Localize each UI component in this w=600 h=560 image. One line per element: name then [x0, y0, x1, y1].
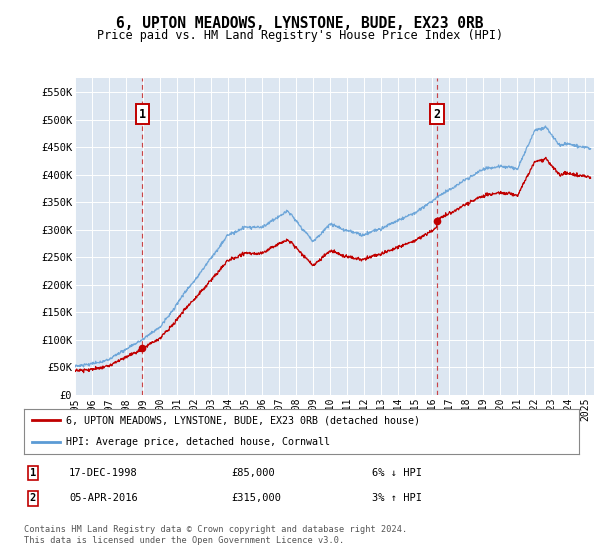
Text: 1: 1 — [139, 108, 146, 120]
Text: 6, UPTON MEADOWS, LYNSTONE, BUDE, EX23 0RB (detached house): 6, UPTON MEADOWS, LYNSTONE, BUDE, EX23 0… — [65, 416, 419, 426]
Text: 6% ↓ HPI: 6% ↓ HPI — [372, 468, 422, 478]
Text: Contains HM Land Registry data © Crown copyright and database right 2024.
This d: Contains HM Land Registry data © Crown c… — [24, 525, 407, 545]
Text: 1: 1 — [30, 468, 36, 478]
Text: 2: 2 — [30, 493, 36, 503]
Text: 6, UPTON MEADOWS, LYNSTONE, BUDE, EX23 0RB: 6, UPTON MEADOWS, LYNSTONE, BUDE, EX23 0… — [116, 16, 484, 31]
Text: £85,000: £85,000 — [231, 468, 275, 478]
Text: 3% ↑ HPI: 3% ↑ HPI — [372, 493, 422, 503]
Text: 05-APR-2016: 05-APR-2016 — [69, 493, 138, 503]
Text: 2: 2 — [433, 108, 440, 120]
Text: 17-DEC-1998: 17-DEC-1998 — [69, 468, 138, 478]
Text: HPI: Average price, detached house, Cornwall: HPI: Average price, detached house, Corn… — [65, 437, 329, 447]
Text: Price paid vs. HM Land Registry's House Price Index (HPI): Price paid vs. HM Land Registry's House … — [97, 29, 503, 42]
Text: £315,000: £315,000 — [231, 493, 281, 503]
